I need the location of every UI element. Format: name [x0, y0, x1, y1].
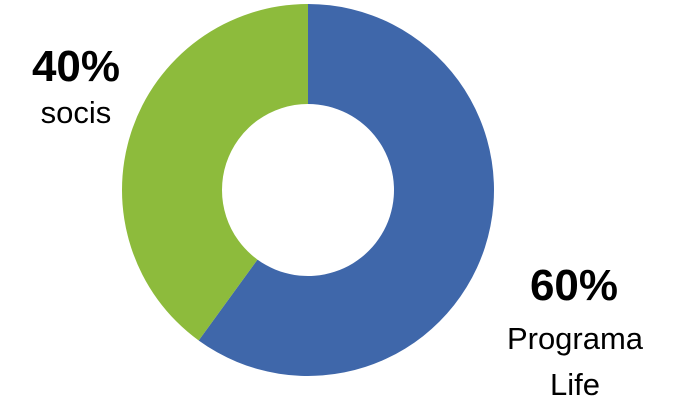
socis-name-label: socis [40, 95, 112, 130]
donut-slice-programa-life [198, 4, 494, 376]
programa-life-name-label-line1: Programa [506, 321, 644, 356]
socis-percent-label: 40% [31, 42, 121, 91]
programa-life-percent-label: 60% [529, 261, 619, 310]
donut-slice-socis [121, 4, 308, 341]
programa-life-name-label-line2: Life [550, 367, 600, 402]
